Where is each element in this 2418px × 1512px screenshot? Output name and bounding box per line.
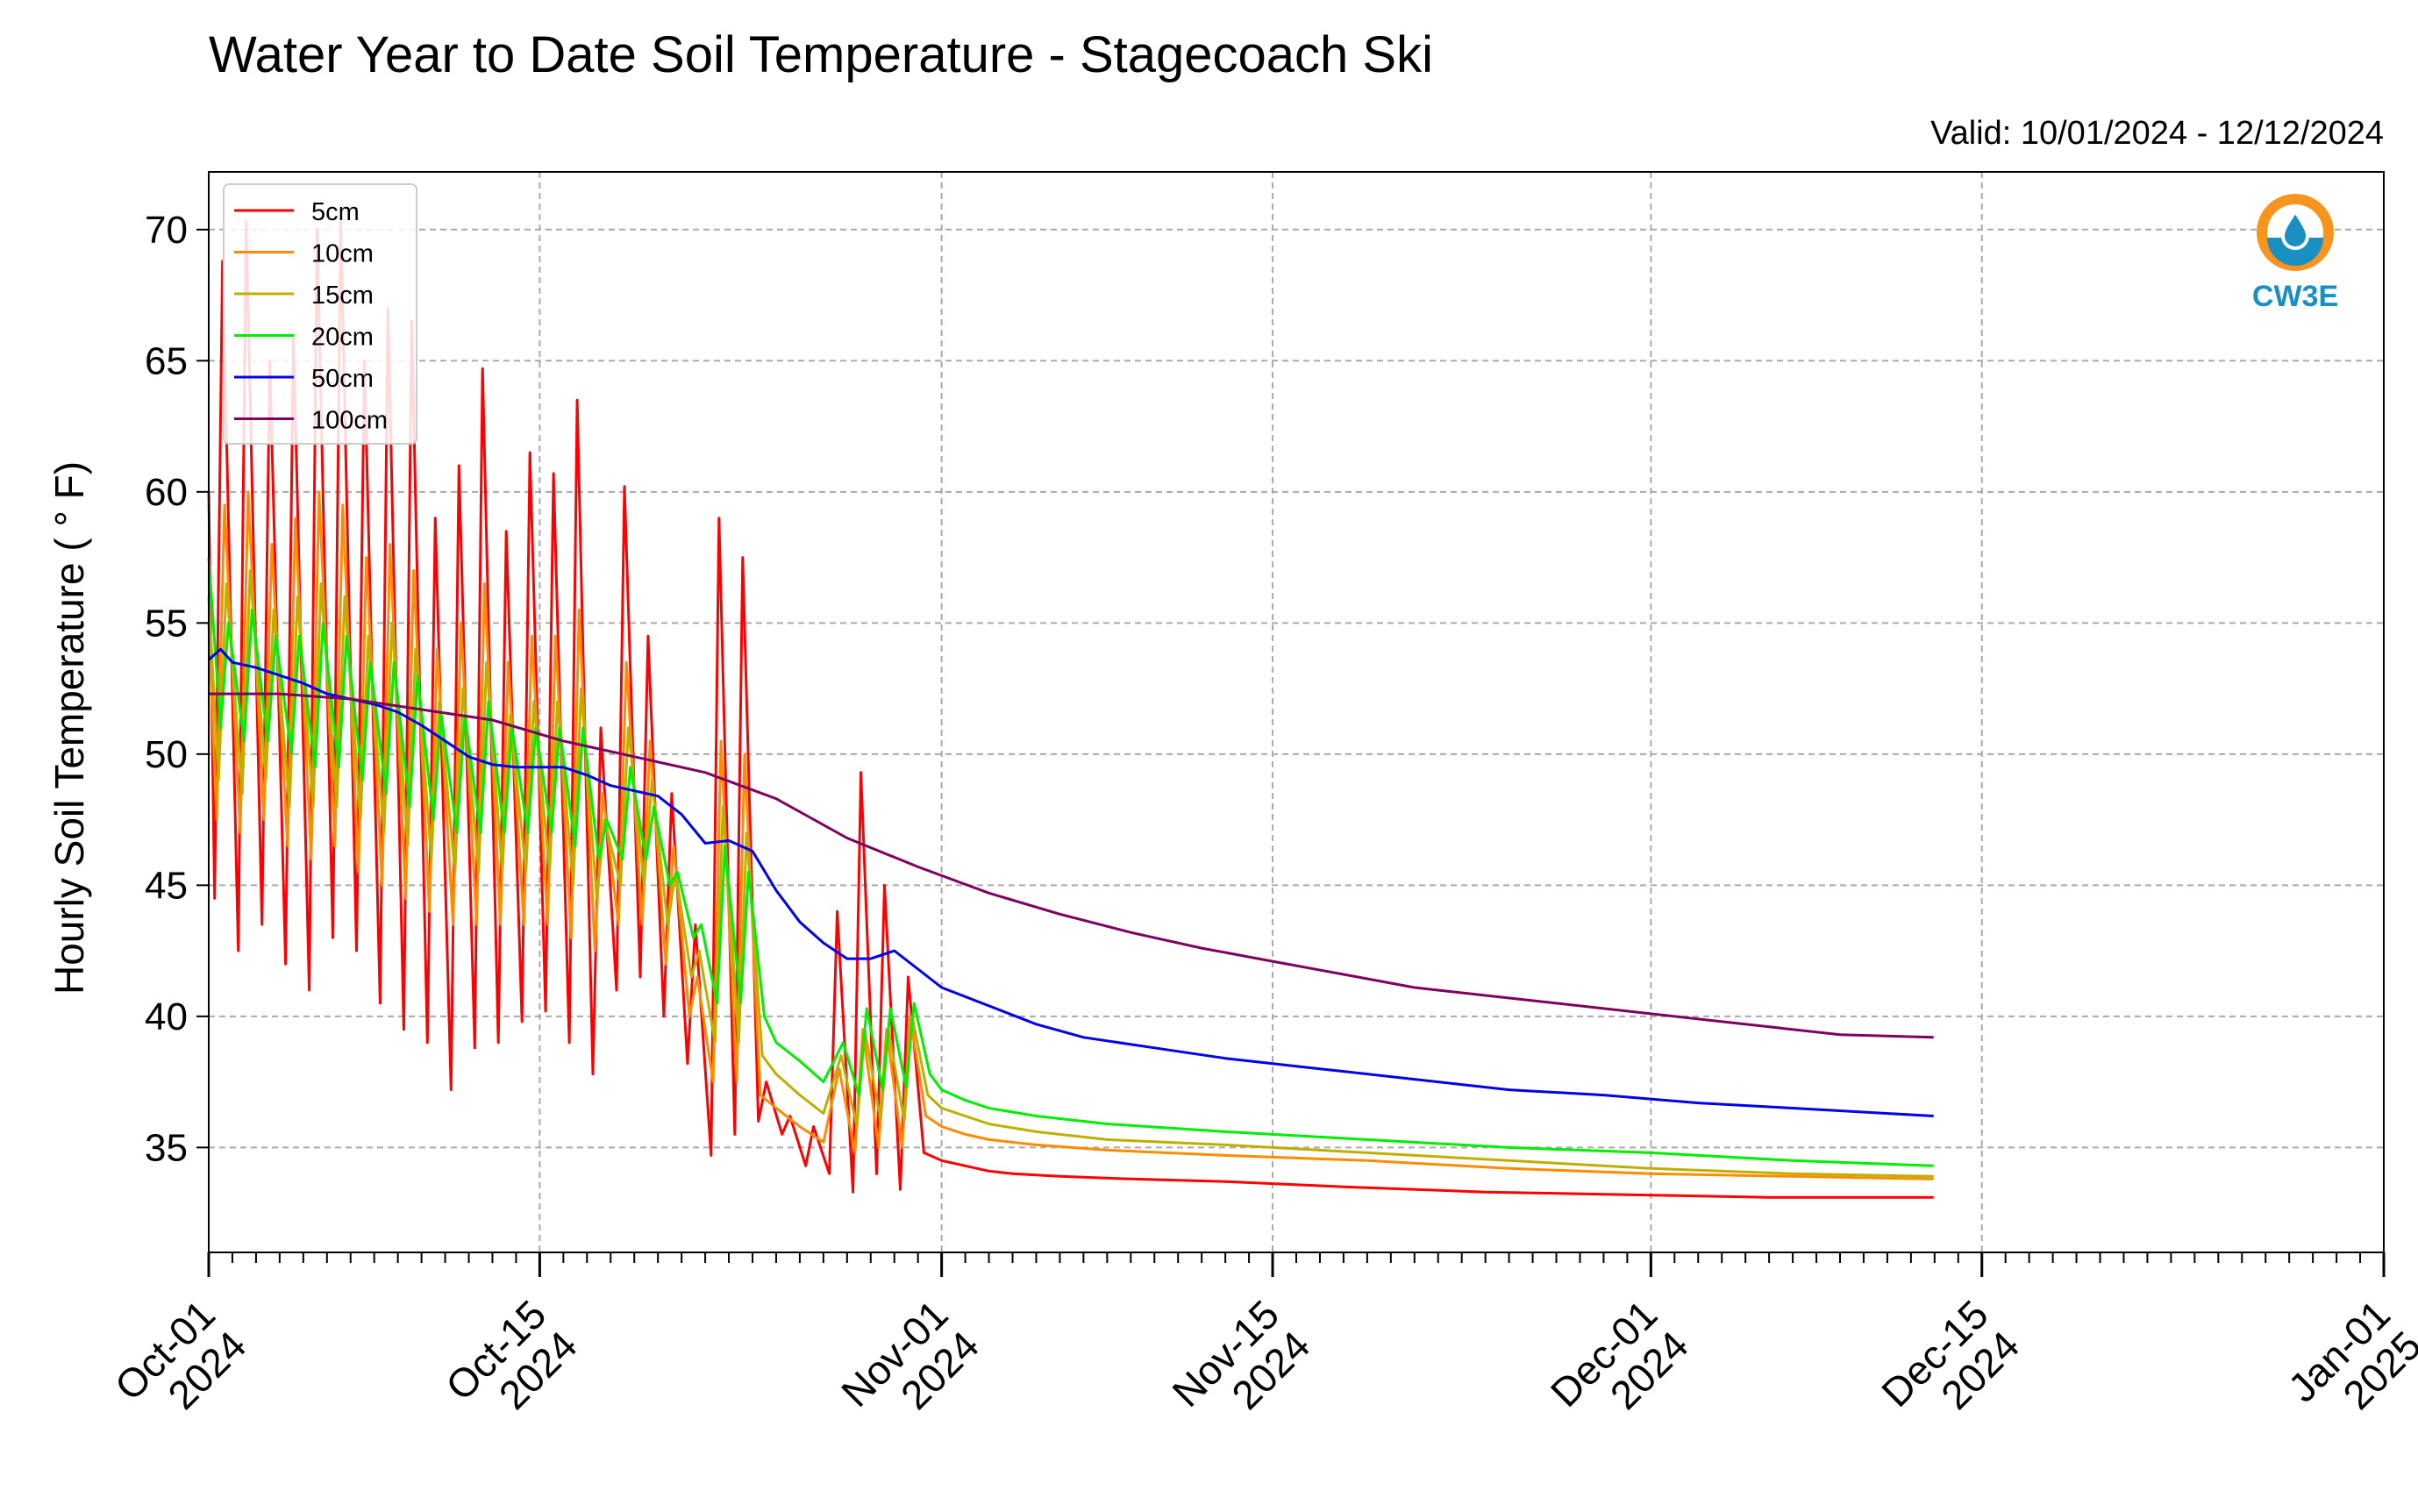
logo-droplet-icon xyxy=(2280,208,2310,250)
y-axis-label: Hourly Soil Temperature ( ° F) xyxy=(46,461,92,995)
chart-subtitle: Valid: 10/01/2024 - 12/12/2024 xyxy=(1930,115,2384,152)
y-tick-label: 50 xyxy=(145,733,188,776)
legend-box xyxy=(223,183,417,445)
y-tick-label: 35 xyxy=(145,1126,188,1169)
legend-label: 50cm xyxy=(311,365,374,393)
logo-wave-icon xyxy=(2267,238,2323,266)
legend-label: 15cm xyxy=(311,282,374,310)
y-tick-label: 55 xyxy=(145,602,188,645)
legend-label: 10cm xyxy=(311,240,374,268)
y-tick-label: 70 xyxy=(145,209,188,252)
chart-title: Water Year to Date Soil Temperature - St… xyxy=(209,26,1433,83)
series-line-20cm xyxy=(207,557,1934,1167)
legend: 5cm 10cm 15cm 20cm 50cm 100cm xyxy=(223,183,417,445)
legend-label: 20cm xyxy=(311,324,374,352)
y-tick-label: 65 xyxy=(145,339,188,382)
series-line-15cm xyxy=(207,569,1934,1178)
logo-text: CW3E xyxy=(2252,280,2338,313)
legend-label: 100cm xyxy=(311,407,388,435)
y-tick-label: 40 xyxy=(145,995,188,1038)
cw3e-logo: CW3E xyxy=(2252,194,2338,313)
series-line-10cm xyxy=(207,490,1934,1180)
y-tick-label: 45 xyxy=(145,864,188,907)
legend-label: 5cm xyxy=(311,198,360,226)
y-tick-label: 60 xyxy=(145,471,188,514)
series-line-100cm xyxy=(209,692,1934,1039)
